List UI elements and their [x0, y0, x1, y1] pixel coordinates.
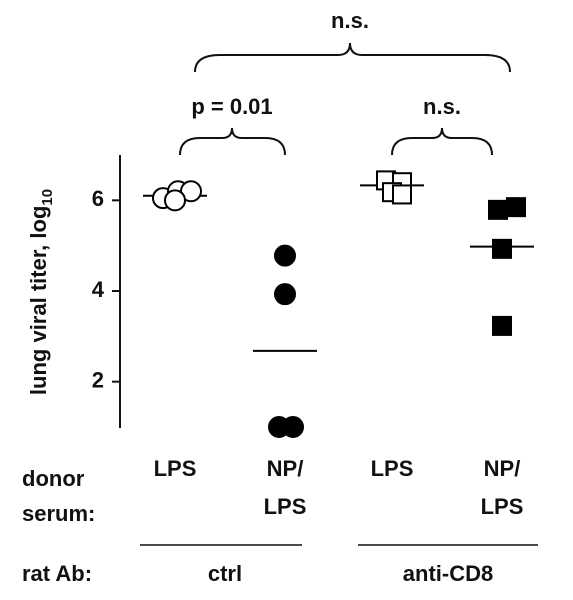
y-tick-label: 2 [92, 367, 104, 392]
group-name: anti-CD8 [403, 561, 493, 586]
x-tick-label: NP/ [267, 456, 304, 481]
row-label: donor [22, 466, 85, 491]
bracket [194, 42, 511, 73]
x-tick-label: LPS [264, 494, 307, 519]
data-point [492, 315, 512, 336]
data-point [392, 184, 412, 205]
data-point [492, 238, 512, 259]
y-axis-title: lung viral titer, log10 [26, 189, 56, 395]
annotation: n.s. [331, 8, 369, 33]
data-point [506, 197, 526, 218]
group-name: ctrl [208, 561, 242, 586]
y-axis-title-subscript: 10 [39, 189, 56, 206]
row-label: serum: [22, 501, 95, 526]
x-tick-label: NP/ [484, 456, 521, 481]
x-tick-label: LPS [154, 456, 197, 481]
x-tick-label: LPS [371, 456, 414, 481]
data-point [488, 199, 508, 220]
y-axis-title-text: lung viral titer, log [26, 206, 51, 395]
annotation: p = 0.01 [191, 94, 272, 119]
y-tick-label: 4 [92, 277, 105, 302]
data-point [164, 189, 186, 212]
bracket [179, 127, 286, 156]
x-tick-label: LPS [481, 494, 524, 519]
data-point [274, 283, 296, 306]
annotation: n.s. [423, 94, 461, 119]
data-point [274, 244, 296, 267]
bracket [391, 127, 493, 156]
y-tick-label: 6 [92, 186, 104, 211]
data-point [282, 416, 304, 438]
group-label: rat Ab: [22, 561, 92, 586]
